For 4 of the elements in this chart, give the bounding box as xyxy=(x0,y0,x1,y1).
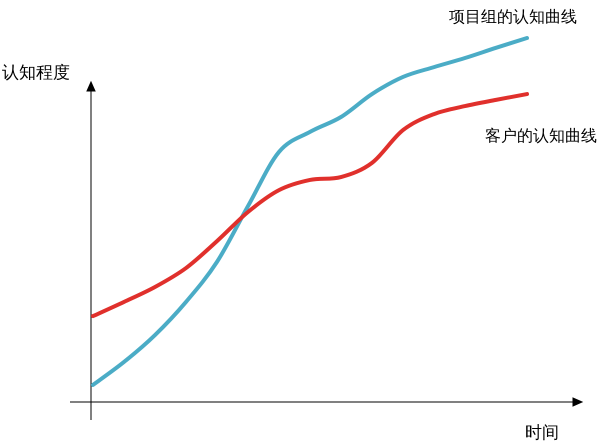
x-axis-title: 时间 xyxy=(525,423,559,443)
series-label: 客户的认知曲线 xyxy=(485,126,597,146)
y-axis-title: 认知程度 xyxy=(2,63,70,83)
series-label: 项目组的认知曲线 xyxy=(449,7,577,26)
